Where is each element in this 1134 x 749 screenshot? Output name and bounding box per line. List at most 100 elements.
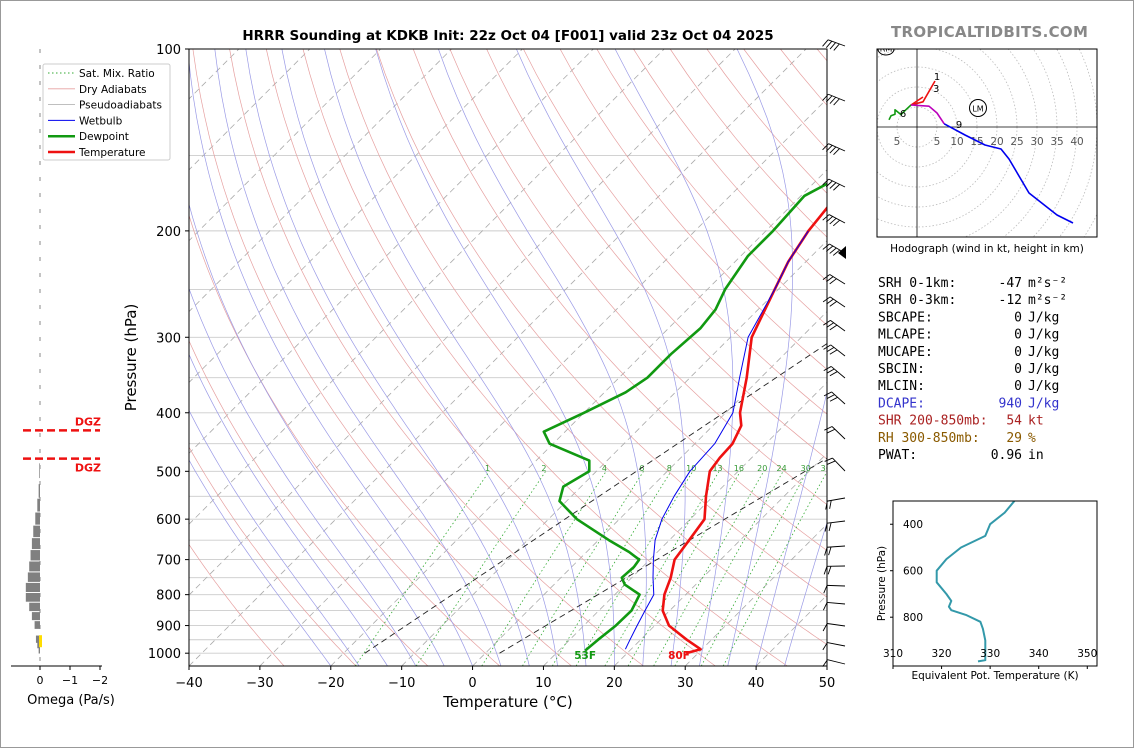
wind-barb — [823, 213, 845, 230]
index-value: 0 — [1014, 379, 1022, 394]
hodograph-trace — [911, 105, 944, 124]
theta-e-frame — [893, 501, 1097, 666]
mix-ratio-label: 1 — [485, 464, 490, 473]
index-label: MLCIN: — [878, 379, 925, 394]
wind-barb — [824, 498, 846, 510]
mix-ratio-line — [701, 471, 807, 666]
y-tick-label: 300 — [156, 331, 181, 346]
hodograph-height-label: 6 — [900, 109, 906, 120]
omega-bar — [33, 526, 40, 537]
mix-ratio-label: 2 — [541, 464, 546, 473]
wind-barb — [823, 93, 845, 108]
x-tick-label: 0 — [468, 676, 476, 691]
omega-x-tick-label: −1 — [62, 674, 78, 687]
theta-e-x-tick-label: 320 — [932, 648, 952, 660]
index-label: SRH 0-3km: — [878, 293, 956, 308]
hodograph-ring-label: 25 — [1010, 136, 1023, 148]
index-unit: J/kg — [1028, 328, 1059, 343]
index-unit: J/kg — [1028, 396, 1059, 411]
wind-barb — [823, 39, 845, 54]
legend-entry: Sat. Mix. Ratio — [79, 68, 155, 80]
x-tick-label: −30 — [246, 676, 273, 691]
index-unit: J/kg — [1028, 310, 1059, 325]
hodograph-ring-label: 35 — [1050, 136, 1063, 148]
x-tick-label: −40 — [175, 676, 202, 691]
omega-negative-bar — [39, 635, 42, 647]
legend-entry: Pseudoadiabats — [79, 100, 162, 112]
x-tick-label: 50 — [819, 676, 836, 691]
dry-adiabat — [156, 49, 500, 666]
dewpoint-surface-label: 53F — [574, 650, 596, 662]
theta-e-y-tick-label: 800 — [903, 612, 923, 624]
y-tick-label: 200 — [156, 225, 181, 240]
moist-adiabat — [142, 49, 416, 666]
moist-adiabat — [728, 49, 793, 666]
theta-e-x-tick-label: 350 — [1077, 648, 1097, 660]
dry-adiabat — [303, 49, 787, 666]
legend-entry: Wetbulb — [79, 115, 123, 127]
hodograph-ring-label: 40 — [1070, 136, 1083, 148]
x-tick-label: 30 — [677, 676, 694, 691]
legend-entry: Dewpoint — [79, 131, 129, 143]
omega-bar — [39, 484, 40, 498]
wind-barb — [823, 642, 845, 654]
x-tick-label: 10 — [535, 676, 552, 691]
pennant — [838, 246, 846, 259]
index-value: -12 — [999, 293, 1022, 308]
wind-barbs — [823, 39, 847, 672]
moist-adiabat — [756, 49, 869, 666]
left-mover-label: LM — [972, 105, 983, 114]
y-tick-label: 600 — [156, 513, 181, 528]
mix-ratio-label: 8 — [667, 464, 672, 473]
theta-e-x-tick-label: 340 — [1029, 648, 1049, 660]
skewt-frame — [189, 49, 827, 666]
omega-bar — [39, 463, 40, 478]
wind-barb — [823, 659, 845, 672]
omega-bar — [35, 621, 40, 629]
y-tick-label: 900 — [156, 620, 181, 635]
dry-adiabat — [193, 49, 572, 666]
wind-barb — [823, 623, 845, 634]
index-value: 940 — [999, 396, 1022, 411]
hodograph-ring-label: 10 — [950, 136, 963, 148]
index-unit: in — [1028, 448, 1044, 463]
moist-adiabat — [282, 49, 558, 666]
wind-barb — [823, 295, 845, 313]
hodograph-ring-label: 30 — [1030, 136, 1043, 148]
mix-ratio-line — [355, 471, 489, 666]
theta-e-x-tick-label: 330 — [980, 648, 1000, 660]
x-axis-label: Temperature (°C) — [442, 693, 572, 711]
series-wetbulb — [625, 231, 808, 649]
wind-barb — [823, 273, 845, 291]
omega-bar — [26, 583, 40, 592]
hodograph-trace — [911, 81, 935, 105]
index-unit: J/kg — [1028, 345, 1059, 360]
wind-barb — [825, 456, 845, 477]
theta-e-y-tick-label: 400 — [903, 519, 923, 531]
y-axis-label: Pressure (hPa) — [122, 304, 140, 412]
hodograph-frame — [877, 49, 1097, 237]
theta-e-y-label: Pressure (hPa) — [876, 546, 888, 621]
index-unit: kt — [1028, 414, 1044, 429]
index-value: -47 — [999, 276, 1022, 291]
index-label: SHR 200-850mb: — [878, 414, 988, 429]
dgz-bottom-label: DGZ — [75, 462, 101, 475]
mix-ratio-label: 16 — [734, 464, 744, 473]
index-label: MUCAPE: — [878, 345, 933, 360]
mix-ratio-label: 24 — [777, 464, 787, 473]
y-tick-label: 1000 — [148, 647, 181, 662]
mix-ratio-label: 36 — [821, 464, 831, 473]
mix-ratio-line — [723, 471, 827, 666]
omega-bar — [28, 572, 40, 581]
wind-barb — [823, 142, 845, 158]
omega-bar — [29, 603, 40, 611]
omega-x-tick-label: 0 — [37, 674, 44, 687]
index-value: 0 — [1014, 310, 1022, 325]
omega-bar — [37, 499, 40, 512]
index-label: PWAT: — [878, 448, 917, 463]
omega-bar — [29, 561, 40, 571]
y-tick-label: 800 — [156, 589, 181, 604]
